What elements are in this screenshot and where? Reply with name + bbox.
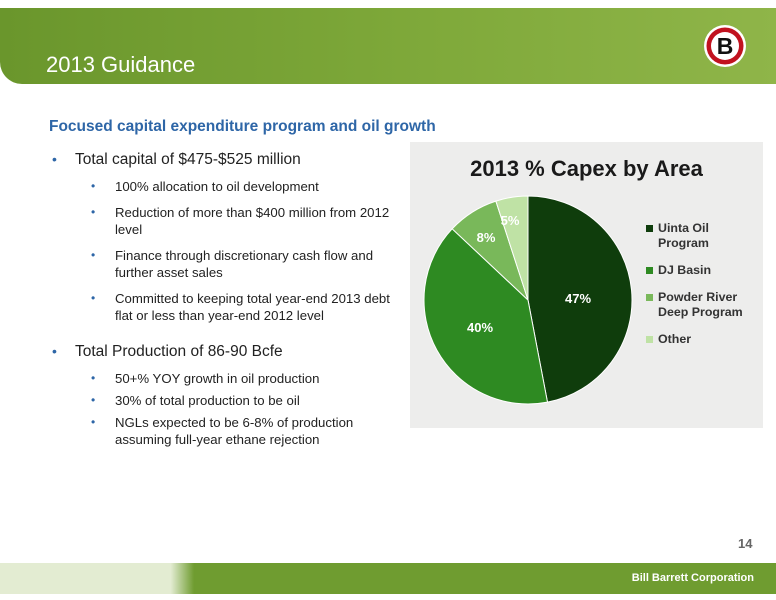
bullet-list: Total capital of $475-$525 million 100% … (49, 150, 409, 448)
pie-slice (527, 195, 633, 403)
legend-item: Powder River Deep Program (646, 290, 761, 320)
page-title: 2013 Guidance (46, 52, 196, 77)
legend-label: Other (658, 332, 692, 346)
chart-legend: Uinta Oil Program DJ Basin Powder River De… (646, 221, 761, 347)
sub-bullet: Reduction of more than $400 million from… (49, 204, 409, 238)
pie-data-label: 5% (501, 213, 520, 228)
page-number: 14 (738, 536, 753, 551)
legend-swatch (646, 294, 653, 301)
logo-letter: B (717, 33, 734, 59)
legend-item: Other (646, 332, 761, 347)
chart-title: 2013 % Capex by Area (470, 156, 703, 181)
sub-bullet: Finance through discretionary cash flow … (49, 247, 409, 281)
header-bar: 2013 Guidance (0, 8, 776, 84)
pie-data-label: 40% (467, 320, 493, 335)
section-subtitle: Focused capital expenditure program and … (49, 118, 436, 135)
legend-item: Uinta Oil Program (646, 221, 761, 251)
legend-label: Powder River Deep Program (658, 290, 743, 319)
bullet-capital: Total capital of $475-$525 million (49, 150, 409, 169)
legend-label: Uinta Oil Program (658, 221, 709, 250)
sub-bullet: 100% allocation to oil development (49, 178, 409, 195)
sub-bullet: Committed to keeping total year-end 2013… (49, 290, 409, 324)
chart-panel: 2013 % Capex by Area 47% 40% 8% 5% Uinta Oi… (410, 142, 763, 428)
company-logo: B (704, 25, 746, 67)
sub-bullet: 30% of total production to be oil (49, 392, 409, 409)
logo-inner-disc (711, 32, 739, 60)
footer-company: Bill Barrett Corporation (631, 572, 754, 584)
legend-swatch (646, 267, 653, 274)
pie-slice (495, 195, 529, 301)
pie-slice (423, 228, 549, 405)
bullet-production: Total Production of 86-90 Bcfe (49, 342, 409, 361)
legend-swatch (646, 336, 653, 343)
pie-data-label: 47% (565, 291, 591, 306)
pie-chart: 47% 40% 8% 5% (423, 195, 633, 405)
footer-bar: Bill Barrett Corporation (0, 563, 776, 594)
sub-bullet: NGLs expected to be 6-8% of production a… (49, 414, 409, 448)
legend-label: DJ Basin (658, 263, 712, 277)
sub-bullet: 50+% YOY growth in oil production (49, 370, 409, 387)
legend-item: DJ Basin (646, 263, 761, 278)
pie-data-label: 8% (477, 230, 496, 245)
legend-swatch (646, 225, 653, 232)
